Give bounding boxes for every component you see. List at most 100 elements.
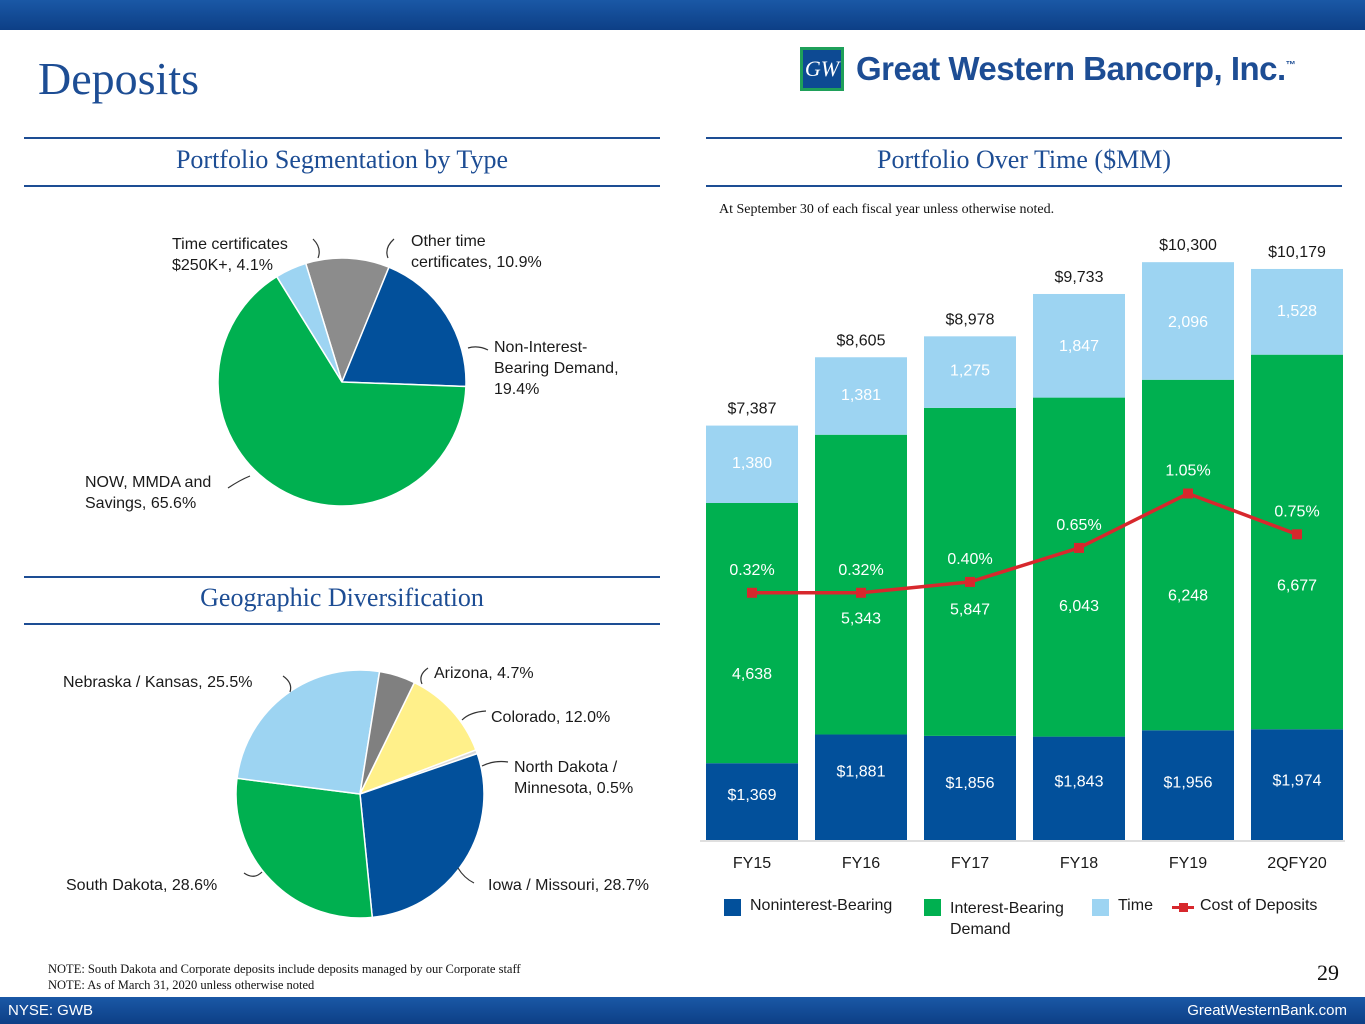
pie1-label-time-250k: Time certificates $250K+, 4.1%: [172, 236, 288, 274]
segmentation-title: Portfolio Segmentation by Type: [175, 145, 509, 174]
legend-swatch-interest: [924, 899, 941, 916]
divider: [24, 185, 660, 187]
pie2-leader-north-dakota: [481, 760, 509, 767]
cost-label-fy15: 0.32%: [729, 562, 774, 579]
data-label-interest-bearing-demand-fy16: 5,343: [841, 611, 881, 628]
cost-marker-fy17: [965, 576, 975, 587]
total-label-2qfy20: $10,179: [1268, 244, 1326, 261]
logo-mark-icon: GW: [800, 47, 844, 91]
top-banner: [0, 0, 1365, 30]
total-label-fy19: $10,300: [1159, 237, 1217, 254]
pie1-leader-other-time: [386, 238, 395, 259]
divider: [24, 137, 660, 139]
pie1-slice-non-interest-bearing-demand: [340, 266, 467, 388]
data-label-time-fy19: 2,096: [1168, 314, 1208, 331]
pie1-leader-time-250k: [312, 238, 320, 259]
pie2-label-south-dakota: South Dakota, 28.6%: [66, 877, 218, 894]
pie1-label-non-interest: Non-Interest- Bearing Demand, 19.4%: [494, 339, 619, 398]
legend-swatch-noninterest: [724, 899, 741, 916]
pie2-slice-arizona: [359, 670, 416, 795]
website-link[interactable]: GreatWesternBank.com: [1187, 1002, 1347, 1019]
pie1-slice-other-time-certificates: [304, 257, 390, 385]
page-title: Deposits: [38, 53, 199, 104]
data-label-interest-bearing-demand-2qfy20: 6,677: [1277, 578, 1317, 595]
pie2-leader-colorado: [461, 710, 487, 721]
pie2-slice-nebraska-kansas: [236, 669, 381, 795]
x-tick-label-fy19: FY19: [1169, 855, 1207, 872]
total-label-fy17: $8,978: [946, 311, 995, 328]
logo-text: Great Western Bancorp, Inc.™: [856, 50, 1296, 87]
pie1-leader-non-interest: [467, 346, 489, 351]
pie1-label-now-mmda: NOW, MMDA and Savings, 65.6%: [85, 474, 212, 512]
x-tick-label-fy16: FY16: [842, 855, 880, 872]
data-label-noninterest-bearing-fy15: $1,369: [728, 787, 777, 804]
divider: [24, 623, 660, 625]
x-tick-label-fy18: FY18: [1060, 855, 1098, 872]
cost-label-2qfy20: 0.75%: [1274, 503, 1319, 520]
pie2-label-nebraska-kansas: Nebraska / Kansas, 25.5%: [63, 674, 253, 691]
data-label-interest-bearing-demand-fy19: 6,248: [1168, 588, 1208, 605]
x-tick-label-fy17: FY17: [951, 855, 989, 872]
data-label-noninterest-bearing-fy17: $1,856: [946, 775, 995, 792]
cost-label-fy17: 0.40%: [947, 551, 992, 568]
bar-noninterest-bearing-fy15: [706, 763, 798, 840]
cost-marker-fy19: [1183, 488, 1193, 499]
legend-interest: Interest-Bearing Demand: [950, 900, 1064, 938]
bar-time-fy17: [924, 336, 1016, 408]
pie2-slice-colorado: [358, 681, 477, 796]
bar-time-fy19: [1142, 262, 1234, 380]
bar-noninterest-bearing-2qfy20: [1251, 729, 1343, 840]
legend-time: Time: [1118, 897, 1153, 914]
bar-interest-bearing-demand-fy18: [1033, 397, 1125, 737]
data-label-noninterest-bearing-fy16: $1,881: [837, 763, 886, 780]
legend-noninterest: Noninterest-Bearing: [750, 897, 893, 914]
bar-interest-bearing-demand-fy16: [815, 434, 907, 735]
pie2-leader-south-dakota: [243, 871, 263, 877]
data-label-time-fy17: 1,275: [950, 363, 990, 380]
cost-marker-fy16: [856, 587, 866, 598]
data-label-time-fy16: 1,381: [841, 387, 881, 404]
legend-cost: Cost of Deposits: [1200, 897, 1318, 914]
bar-noninterest-bearing-fy18: [1033, 736, 1125, 840]
data-label-interest-bearing-demand-fy18: 6,043: [1059, 598, 1099, 615]
cost-of-deposits-line: [752, 491, 1298, 595]
data-label-time-fy18: 1,847: [1059, 338, 1099, 355]
cost-label-fy18: 0.65%: [1056, 517, 1101, 534]
bar-noninterest-bearing-fy17: [924, 735, 1016, 840]
bar-time-fy16: [815, 357, 907, 435]
data-label-time-2qfy20: 1,528: [1277, 303, 1317, 320]
page-number: 29: [1317, 960, 1339, 985]
bar-time-fy15: [706, 425, 798, 504]
bar-time-2qfy20: [1251, 268, 1343, 355]
pie2-label-colorado: Colorado, 12.0%: [491, 709, 611, 726]
data-label-noninterest-bearing-2qfy20: $1,974: [1273, 772, 1322, 789]
pie1-slice-now-mmda-and-savings: [217, 275, 467, 507]
pie2-slice-iowa-missouri: [359, 752, 485, 919]
pie2-label-arizona: Arizona, 4.7%: [434, 665, 534, 682]
footnote-1: NOTE: South Dakota and Corporate deposit…: [48, 962, 521, 976]
bar-interest-bearing-demand-fy19: [1142, 379, 1234, 731]
x-tick-label-fy15: FY15: [733, 855, 771, 872]
bottom-banner: NYSE: GWB GreatWesternBank.com: [0, 997, 1365, 1024]
data-label-noninterest-bearing-fy18: $1,843: [1055, 774, 1104, 791]
pie1-label-other-time: Other time certificates, 10.9%: [411, 233, 542, 271]
pie2-leader-iowa-missouri: [457, 867, 475, 884]
company-logo: GW Great Western Bancorp, Inc.™: [800, 44, 1296, 94]
cost-label-fy19: 1.05%: [1165, 463, 1210, 480]
over-time-title: Portfolio Over Time ($MM): [877, 145, 1171, 174]
cost-marker-fy18: [1074, 542, 1084, 553]
data-label-time-fy15: 1,380: [732, 455, 772, 472]
data-label-interest-bearing-demand-fy15: 4,638: [732, 666, 772, 683]
total-label-fy15: $7,387: [728, 401, 777, 418]
bar-interest-bearing-demand-2qfy20: [1251, 354, 1343, 730]
pie2-label-iowa-missouri: Iowa / Missouri, 28.7%: [488, 877, 649, 894]
pie2-leader-nebraska: [282, 675, 292, 693]
pie2-label-north-dakota: North Dakota / Minnesota, 0.5%: [514, 759, 634, 797]
over-time-note: At September 30 of each fiscal year unle…: [719, 202, 1055, 217]
pie1-leader-now-mmda: [227, 475, 251, 489]
pie2-slice-south-dakota: [235, 777, 374, 919]
footnote-2: NOTE: As of March 31, 2020 unless otherw…: [48, 978, 315, 992]
divider: [706, 185, 1342, 187]
total-label-fy16: $8,605: [837, 332, 886, 349]
